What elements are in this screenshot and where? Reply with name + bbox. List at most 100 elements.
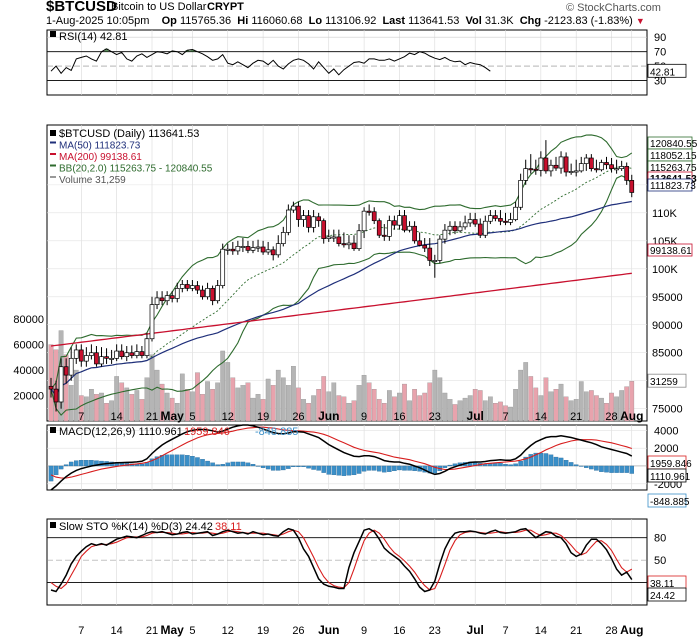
volume-bar	[230, 377, 236, 422]
volume-bar	[144, 377, 150, 422]
volume-bar	[316, 389, 322, 422]
x-axis-label: 7	[78, 411, 84, 423]
volume-bar	[452, 404, 458, 422]
volume-bar	[336, 395, 342, 422]
x-axis-label: 7	[78, 625, 84, 637]
macd-histogram-bar	[523, 456, 528, 467]
price-legend-swatch	[50, 141, 56, 144]
macd-histogram-bar	[341, 465, 347, 476]
x-axis-label: 16	[393, 625, 405, 637]
macd-histogram-bar	[270, 465, 276, 471]
x-axis-label: 12	[222, 625, 234, 637]
candle-body	[356, 230, 362, 250]
macd-histogram-bar	[609, 465, 614, 473]
macd-histogram-bar	[573, 464, 579, 467]
candle-body	[306, 215, 311, 228]
macd-histogram-bar	[604, 465, 609, 473]
candle-body	[63, 366, 69, 376]
candle-body	[179, 284, 185, 289]
volume-bar	[578, 381, 584, 422]
macd-histogram-bar	[326, 465, 331, 475]
volume-bar	[548, 391, 554, 422]
candle-body	[422, 244, 428, 249]
candles	[48, 140, 635, 412]
volume-bar	[174, 403, 180, 422]
candle-body	[174, 288, 180, 299]
price-right-label: 120840.55	[650, 139, 698, 150]
x-axis-label: 9	[361, 411, 367, 423]
volume-bar	[255, 394, 261, 422]
candle-body	[291, 205, 296, 211]
macd-histogram-bar	[58, 465, 64, 470]
candle-body	[432, 260, 438, 262]
macd-histogram-bar	[407, 465, 412, 471]
volume-bar	[493, 403, 498, 422]
macd-tick-label: 4000	[654, 425, 678, 437]
x-axis-label: Jun	[318, 623, 339, 637]
candle-body	[477, 223, 483, 236]
macd-histogram-bar	[361, 465, 367, 472]
price-right-label: 115263.75	[650, 163, 697, 174]
volume-bar	[200, 394, 205, 422]
macd-grid	[81, 425, 633, 490]
candle-body	[452, 225, 458, 232]
candle-body	[351, 242, 357, 250]
macd-histogram-bar	[376, 465, 382, 472]
volume-bar	[331, 382, 337, 422]
volume-bar	[376, 399, 382, 422]
volume-bar	[407, 400, 412, 422]
candle-body	[578, 163, 584, 172]
price-legend-item: MA(50) 111823.73	[59, 141, 141, 152]
volume-bar	[487, 396, 493, 422]
candle-body	[381, 234, 387, 237]
candle-body	[58, 366, 64, 403]
rsi-legend: RSI(14) 42.81	[59, 31, 127, 43]
volume-bar	[477, 390, 483, 422]
candle-body	[553, 164, 559, 169]
candle-body	[376, 220, 382, 236]
volume-bar	[124, 387, 130, 422]
change-label: Chg	[519, 15, 542, 27]
volume-bar	[220, 350, 226, 422]
candle-body	[366, 210, 372, 213]
volume-tick-label: 80000	[13, 314, 44, 326]
x-axis-label: Aug	[620, 409, 643, 423]
volume-bar	[245, 382, 251, 422]
macd-histogram-bar	[185, 455, 190, 467]
volume-bar	[498, 401, 503, 422]
macd-histogram-bar	[402, 465, 407, 471]
volume-bar	[392, 396, 397, 422]
candle-body	[624, 166, 630, 181]
macd-histogram-bar	[154, 456, 160, 467]
volume-bar	[275, 369, 281, 422]
volume-bar	[73, 369, 79, 422]
macd-histogram-bar	[397, 465, 402, 471]
candle-body	[482, 220, 488, 236]
candle-body	[210, 288, 215, 302]
macd-legend-group: MACD(12,26,9) 1110.961 1959.846 -848.885	[50, 426, 298, 438]
price-legend-swatch	[50, 176, 56, 178]
volume-bar	[629, 381, 635, 422]
rsi-line	[50, 48, 491, 76]
stochastic-d-legend: 38.11	[215, 521, 242, 533]
candle-body	[78, 349, 84, 362]
volume-bar	[225, 362, 231, 422]
x-axis-label: May	[161, 409, 185, 423]
rsi-panel	[46, 29, 648, 96]
candle-body	[558, 156, 564, 169]
rsi-grid	[81, 30, 633, 95]
volume-bar	[326, 391, 332, 422]
price-legend-item: BB(20,2.0) 115263.75 - 120840.55	[59, 164, 213, 175]
volume-bar	[94, 394, 99, 422]
macd-tick-label: 2000	[654, 443, 678, 455]
candle-body	[89, 352, 94, 356]
volume-bar	[296, 387, 301, 422]
volume-bar	[63, 354, 69, 422]
volume-bar	[533, 387, 539, 422]
macd-histogram-bar	[366, 465, 372, 471]
macd-histogram-last: -848.885	[650, 497, 690, 508]
x-axis-label: Jul	[467, 409, 484, 423]
macd-histogram-bar	[599, 465, 604, 472]
